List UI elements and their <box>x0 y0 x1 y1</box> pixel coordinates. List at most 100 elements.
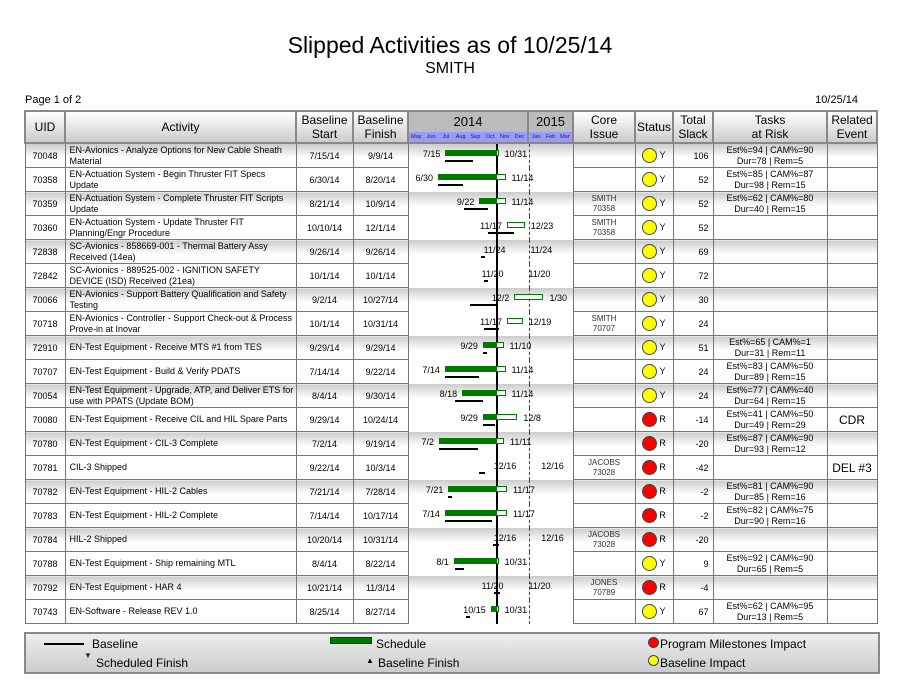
tasks-at-risk-cell: Est%=85 | CAM%=87 Dur=98 | Rem=15 <box>712 167 828 192</box>
uid-cell: 70783 <box>24 503 66 528</box>
table-row[interactable]: 70788 EN-Test Equipment - Ship remaining… <box>24 551 878 576</box>
total-slack-cell: -4 <box>672 575 714 600</box>
legend-baseline-impact: Baseline Impact <box>660 656 746 670</box>
tasks-at-risk-cell: Est%=81 | CAM%=90 Dur=85 | Rem=16 <box>712 479 828 504</box>
table-row[interactable]: 70781 CIL-3 Shipped 9/22/14 10/3/14 12/1… <box>24 455 878 480</box>
schedule-bar-complete <box>439 437 496 444</box>
core-issue-cell <box>572 503 636 528</box>
activity-cell: EN-Test Equipment - CIL-3 Complete <box>64 431 297 456</box>
year-boundary-line <box>529 407 531 432</box>
baseline-finish-cell: 9/26/14 <box>352 239 409 264</box>
baseline-bar <box>482 423 496 426</box>
table-row[interactable]: 72910 EN-Test Equipment - Receive MTS #1… <box>24 335 878 360</box>
core-issue-cell <box>572 167 636 192</box>
scheduled-finish-label: 1/30 <box>549 292 567 303</box>
scheduled-start-label: 12/16 <box>493 460 517 471</box>
related-event-cell <box>826 575 878 600</box>
status-date-line <box>495 167 498 192</box>
table-row[interactable]: 70718 EN-Avionics - Controller - Support… <box>24 311 878 336</box>
table-row[interactable]: 70784 HIL-2 Shipped 10/20/14 10/31/14 12… <box>24 527 878 552</box>
uid-cell: 70359 <box>24 191 66 216</box>
core-issue-cell <box>572 479 636 504</box>
table-row[interactable]: 70743 EN-Software - Release REV 1.0 8/25… <box>24 599 878 624</box>
table-row[interactable]: 70358 EN-Actuation System - Begin Thrust… <box>24 167 878 192</box>
total-slack-cell: -20 <box>672 527 714 552</box>
status-dot-icon <box>642 268 658 283</box>
baseline-finish-cell: 10/17/14 <box>352 503 409 528</box>
gantt-cell: 9/22 11/14 <box>407 191 574 216</box>
baseline-start-cell: 7/15/14 <box>295 142 354 168</box>
table-row[interactable]: 70360 EN-Actuation System - Update Thrus… <box>24 215 878 240</box>
gantt-cell: 9/29 12/8 <box>407 407 574 432</box>
status-cell: R <box>634 455 674 480</box>
status-dot-icon <box>642 556 658 571</box>
baseline-bar <box>444 519 492 522</box>
baseline-bar <box>445 160 474 162</box>
month-label: Dec <box>514 134 525 140</box>
table-row[interactable]: 70054 EN-Test Equipment - Upgrade, ATP, … <box>24 383 878 408</box>
table-row[interactable]: 70066 EN-Avionics - Support Battery Qual… <box>24 287 878 312</box>
table-row[interactable]: 70359 EN-Actuation System - Complete Thr… <box>24 191 878 216</box>
total-slack-cell: 52 <box>672 215 714 240</box>
related-event-cell <box>826 479 878 504</box>
status-cell: R <box>634 503 674 528</box>
schedule-bar-remaining <box>507 221 525 228</box>
status-date-line <box>495 191 498 216</box>
core-issue-cell <box>572 431 636 456</box>
uid-cell: 70360 <box>24 215 66 240</box>
uid-cell: 70743 <box>24 599 66 624</box>
scheduled-finish-label: 11/17 <box>513 508 535 519</box>
status-date-line <box>495 527 498 552</box>
uid-cell: 72842 <box>24 263 66 288</box>
table-row[interactable]: 70048 EN-Avionics - Analyze Options for … <box>24 142 878 168</box>
table-row[interactable]: 70782 EN-Test Equipment - HIL-2 Cables 7… <box>24 479 878 504</box>
month-label: Jan <box>531 134 541 140</box>
status-date-line <box>495 287 498 312</box>
total-slack-cell: 24 <box>672 311 714 336</box>
total-slack-cell: -14 <box>672 407 714 432</box>
tasks-at-risk-cell: Est%=41 | CAM%=50 Dur=49 | Rem=29 <box>712 407 828 432</box>
gantt-cell: 12/16 12/16 <box>407 455 574 480</box>
status-date-line <box>495 359 498 384</box>
baseline-finish-cell: 10/27/14 <box>352 287 409 312</box>
scheduled-start-label: 12/16 <box>493 532 517 543</box>
activity-cell: EN-Actuation System - Begin Thruster FIT… <box>64 167 297 192</box>
total-slack-cell: 72 <box>672 263 714 288</box>
total-slack-cell: 24 <box>672 359 714 384</box>
baseline-start-cell: 9/29/14 <box>295 335 354 360</box>
table-row[interactable]: 70080 EN-Test Equipment - Receive CIL an… <box>24 407 878 432</box>
baseline-bar <box>481 255 486 258</box>
scheduled-finish-label: 11/14 <box>511 364 534 375</box>
year-boundary-line <box>529 215 531 240</box>
gantt-cell: 7/21 11/17 <box>407 479 574 504</box>
table-row[interactable]: 72838 SC-Avionics - 858669-001 - Thermal… <box>24 239 878 264</box>
status-dot-icon <box>642 244 658 259</box>
table-row[interactable]: 70780 EN-Test Equipment - CIL-3 Complete… <box>24 431 878 456</box>
related-event-cell <box>826 311 878 336</box>
legend-schedule: Schedule <box>376 637 427 651</box>
core-issue-cell: JACOBS 73028 <box>572 527 636 552</box>
baseline-finish-cell: 9/9/14 <box>352 142 409 168</box>
table-row[interactable]: 70792 EN-Test Equipment - HAR 4 10/21/14… <box>24 575 878 600</box>
gantt-cell: 7/14 11/17 <box>407 503 574 528</box>
core-issue-cell: SMITH 70358 <box>572 215 636 240</box>
total-slack-cell: -20 <box>672 431 714 456</box>
yellow-dot-icon <box>648 655 659 666</box>
scheduled-start-label: 12/2 <box>491 292 510 303</box>
month-label: Aug <box>455 134 466 140</box>
baseline-bar <box>479 471 485 474</box>
baseline-legend-line <box>44 643 84 645</box>
header-core-issue: Core Issue <box>572 110 636 144</box>
uid-cell: 70707 <box>24 359 66 384</box>
status-cell: Y <box>634 359 674 384</box>
baseline-finish-cell: 10/31/14 <box>352 311 409 336</box>
baseline-finish-cell: 9/19/14 <box>352 431 409 456</box>
uid-cell: 70358 <box>24 167 66 192</box>
schedule-bar-remaining <box>495 197 506 204</box>
gantt-cell: 7/2 11/11 <box>407 431 574 456</box>
table-row[interactable]: 70707 EN-Test Equipment - Build & Verify… <box>24 359 878 384</box>
scheduled-start-label: 11/17 <box>480 220 503 231</box>
tasks-at-risk-cell <box>712 455 828 480</box>
table-row[interactable]: 72842 SC-Avionics - 889525-002 - IGNITIO… <box>24 263 878 288</box>
table-row[interactable]: 70783 EN-Test Equipment - HIL-2 Complete… <box>24 503 878 528</box>
